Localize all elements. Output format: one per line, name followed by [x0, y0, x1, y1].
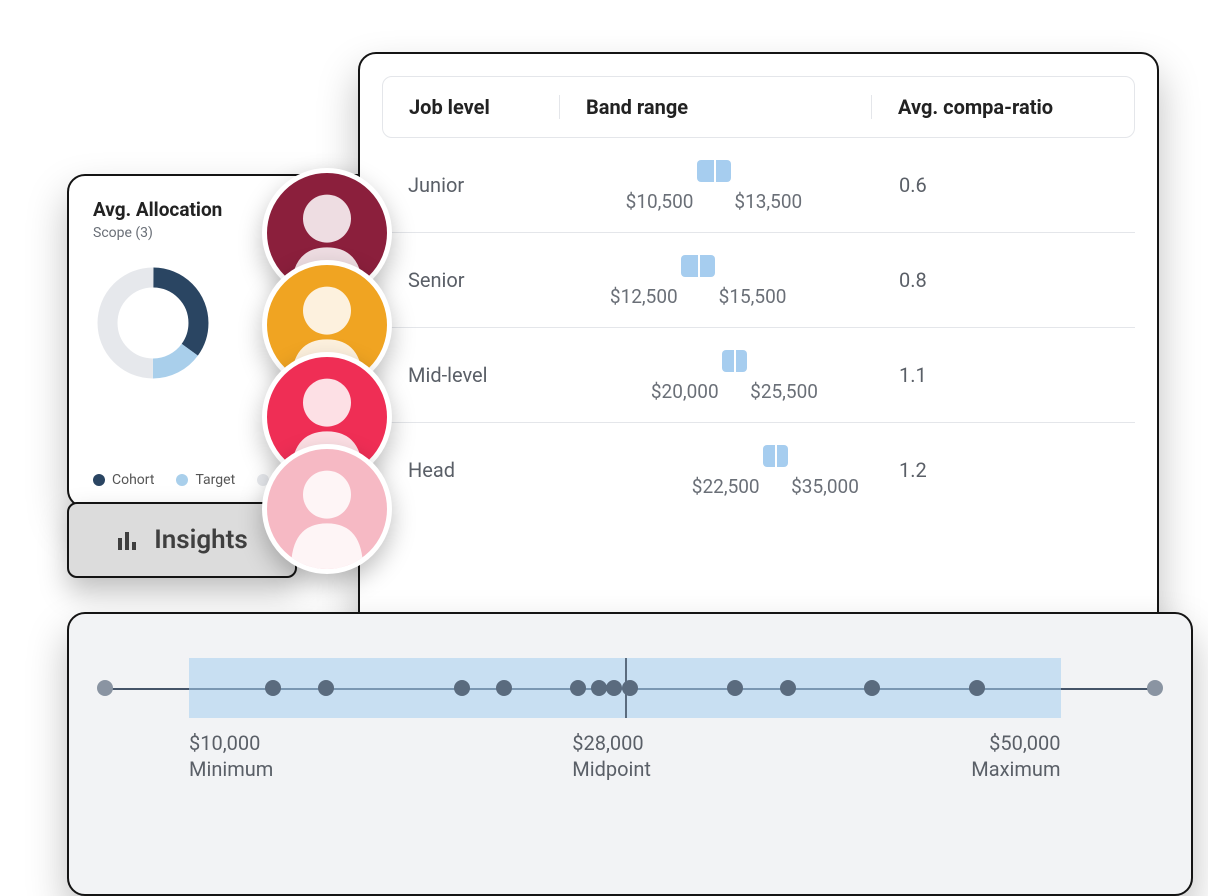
cell-job-level: Senior: [408, 268, 558, 292]
table-row: Senior $12,500 $15,500 0.8: [382, 233, 1135, 328]
cell-job-level: Mid-level: [408, 363, 558, 387]
band-bar: [681, 255, 716, 277]
table-row: Mid-level $20,000 $25,500 1.1: [382, 328, 1135, 423]
cell-compa-ratio: 0.8: [873, 268, 1109, 292]
range-dot: [265, 680, 281, 696]
cell-job-level: Junior: [408, 173, 558, 197]
range-dot: [496, 680, 512, 696]
band-low-label: $22,500: [692, 475, 760, 498]
band-high-label: $25,500: [750, 380, 818, 403]
compensation-table-card: Job level Band range Avg. compa-ratio Ju…: [358, 52, 1159, 632]
insights-label: Insights: [154, 525, 248, 555]
cell-compa-ratio: 0.6: [873, 173, 1109, 197]
cell-band-range: $22,500 $35,000: [558, 441, 873, 499]
range-dot: [1147, 680, 1163, 696]
range-dot: [780, 680, 796, 696]
range-dot: [606, 680, 622, 696]
range-dot: [97, 680, 113, 696]
range-min-label: $10,000Minimum: [189, 730, 273, 782]
legend-item: Target: [176, 472, 235, 488]
range-dot: [454, 680, 470, 696]
table-row: Junior $10,500 $13,500 0.6: [382, 138, 1135, 233]
band-high-label: $15,500: [719, 285, 787, 308]
band-high-label: $35,000: [791, 475, 859, 498]
range-track: [105, 650, 1155, 726]
table-header: Job level Band range Avg. compa-ratio: [382, 76, 1135, 138]
col-band-range: Band range: [559, 95, 871, 119]
bar-chart-icon: [116, 528, 140, 552]
band-low-label: $20,000: [651, 380, 719, 403]
allocation-donut-chart: [93, 263, 213, 383]
range-dot: [622, 680, 638, 696]
band-bar: [722, 350, 747, 372]
range-mid-label: $28,000Midpoint: [572, 730, 651, 782]
range-dot: [570, 680, 586, 696]
range-dot: [864, 680, 880, 696]
range-max-label: $50,000Maximum: [971, 730, 1060, 782]
range-dot: [591, 680, 607, 696]
table-row: Head $22,500 $35,000 1.2: [382, 423, 1135, 517]
legend-item: Cohort: [93, 472, 154, 488]
band-high-label: $13,500: [734, 190, 802, 213]
cell-compa-ratio: 1.2: [873, 458, 1109, 482]
avatar: [262, 444, 392, 574]
cell-band-range: $20,000 $25,500: [558, 346, 873, 404]
range-labels: $10,000Minimum $28,000Midpoint $50,000Ma…: [105, 730, 1155, 782]
range-dot: [969, 680, 985, 696]
table-body: Junior $10,500 $13,500 0.6 Senior $12,500 $15,…: [382, 138, 1135, 517]
band-low-label: $12,500: [610, 285, 678, 308]
range-dot: [318, 680, 334, 696]
salary-range-card: $10,000Minimum $28,000Midpoint $50,000Ma…: [67, 612, 1193, 896]
col-job-level: Job level: [409, 95, 559, 119]
cell-band-range: $10,500 $13,500: [558, 156, 873, 214]
cell-job-level: Head: [408, 458, 558, 482]
band-bar: [697, 160, 732, 182]
allocation-legend: CohortTargetE: [93, 472, 284, 488]
band-low-label: $10,500: [626, 190, 694, 213]
cell-compa-ratio: 1.1: [873, 363, 1109, 387]
cell-band-range: $12,500 $15,500: [558, 251, 873, 309]
col-compa-ratio: Avg. compa-ratio: [871, 95, 1108, 119]
range-dot: [727, 680, 743, 696]
band-bar: [763, 445, 788, 467]
